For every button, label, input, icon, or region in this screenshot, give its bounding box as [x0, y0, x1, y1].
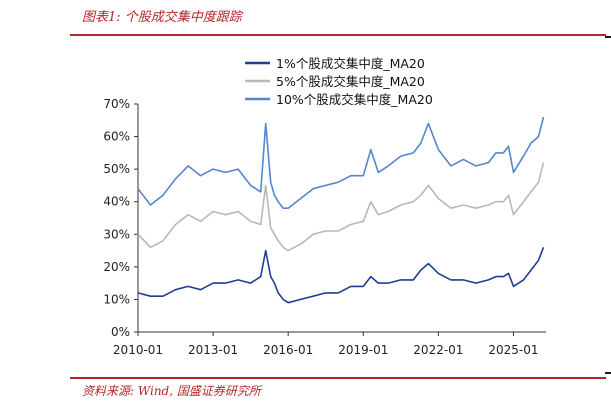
- x-tick-label: 2022-01: [413, 343, 463, 357]
- y-tick-label: 0%: [111, 325, 130, 339]
- chart-series: [137, 116, 545, 304]
- series-line: [137, 116, 545, 209]
- bottom-divider: [70, 377, 606, 379]
- y-tick-label: 50%: [103, 162, 130, 176]
- source-note: 资料来源: Wind, 国盛证券研究所: [82, 384, 261, 398]
- top-divider: [70, 34, 606, 36]
- y-tick-label: 10%: [103, 292, 130, 306]
- chart-axes: 0% 10% 20% 30% 40% 50% 60% 70% 2010-01 2013-01 201…: [103, 97, 546, 357]
- legend-label: 10%个股成交集中度_MA20: [276, 92, 433, 107]
- x-tick-label: 2010-01: [113, 343, 163, 357]
- x-tick-label: 2016-01: [263, 343, 313, 357]
- legend-label: 1%个股成交集中度_MA20: [276, 56, 425, 71]
- x-tick-label: 2019-01: [338, 343, 388, 357]
- y-tick-label: 70%: [103, 97, 130, 111]
- series-line: [137, 247, 545, 304]
- edge-marker-top: [605, 36, 611, 38]
- chart-legend: 1%个股成交集中度_MA20 5%个股成交集中度_MA20 10%个股成交集中度_M…: [245, 56, 433, 107]
- x-tick-label: 2025-01: [488, 343, 538, 357]
- y-tick-label: 30%: [103, 227, 130, 241]
- figure-title: 图表1: 个股成交集中度跟踪: [82, 10, 242, 25]
- y-tick-label: 40%: [103, 195, 130, 209]
- y-tick-label: 20%: [103, 260, 130, 274]
- legend-label: 5%个股成交集中度_MA20: [276, 74, 425, 89]
- edge-marker-bottom: [605, 372, 611, 374]
- y-tick-label: 60%: [103, 130, 130, 144]
- x-tick-label: 2013-01: [188, 343, 238, 357]
- series-line: [137, 162, 545, 252]
